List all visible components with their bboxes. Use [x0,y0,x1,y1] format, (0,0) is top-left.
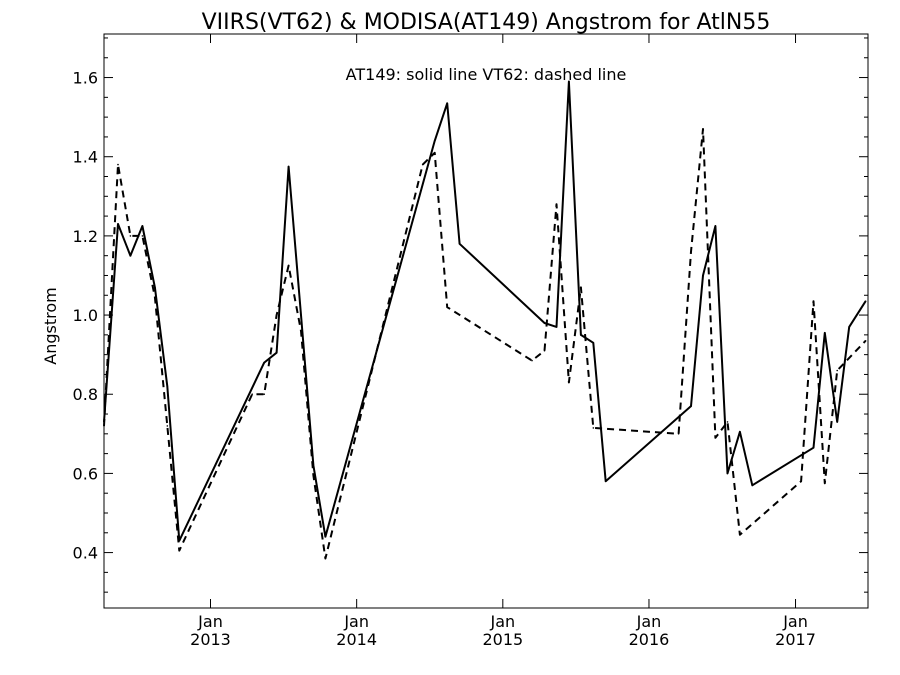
minor-ticks [104,37,868,593]
data-point [531,359,533,362]
series-line-vt62 [103,128,867,560]
data-point [714,437,717,439]
x-tick-label-year: 2017 [775,630,816,649]
data-point [726,472,729,475]
data-point [287,264,290,267]
y-axis-label: Angstrom [41,287,60,364]
data-point [677,433,680,435]
x-tick-label-month: Jan [343,612,369,631]
data-point [812,300,815,303]
data-point [864,340,867,342]
data-point [433,140,436,142]
data-point [580,286,582,289]
data-point [812,446,815,449]
data-point [312,474,315,477]
x-tick-label-month: Jan [197,612,223,631]
data-point [446,306,449,308]
data-point [324,557,327,560]
data-point [275,314,278,316]
data-point [568,381,570,384]
data-point [592,342,595,344]
x-tick-label-month: Jan [782,612,808,631]
data-point [129,254,132,257]
data-point [433,152,436,154]
data-point [690,250,692,253]
data-point [458,243,461,245]
data-point [592,427,595,429]
data-point [848,326,850,328]
data-point [714,225,717,227]
series-at149 [103,80,867,542]
data-point [702,274,704,277]
data-point [324,535,327,538]
legend-annotation: AT149: solid line VT62: dashed line [346,65,627,84]
x-tick-label-month: Jan [636,612,662,631]
data-point [836,421,838,423]
data-point [251,393,253,396]
data-point [263,393,266,396]
data-point [836,369,838,372]
data-point [263,361,266,364]
y-axis-ticks: 0.4 0.6 0.8 1.0 1.2 1.4 1.6 [73,69,868,563]
y-tick-label: 1.4 [73,148,98,167]
chart-title: VIIRS(VT62) & MODISA(AT149) Angstrom for… [202,10,771,35]
data-point [864,300,867,303]
y-tick-label: 0.6 [73,464,98,483]
x-tick-label-year: 2015 [482,630,523,649]
y-tick-label: 1.2 [73,227,98,246]
x-tick-label-year: 2014 [336,630,377,649]
data-point [275,351,278,354]
y-tick-label: 0.8 [73,385,98,404]
data-point [568,80,570,83]
data-point [178,549,181,552]
data-point [824,482,826,485]
x-tick-label-year: 2016 [629,630,670,649]
data-point [555,326,558,328]
data-point [446,102,449,105]
data-point [129,235,132,237]
data-point [141,235,144,237]
data-point [154,296,156,299]
data-point [739,431,741,433]
data-point [141,225,144,227]
data-point [117,163,119,166]
plot-frame [103,33,869,609]
data-point [300,314,302,316]
data-point [543,322,546,324]
series-line-at149 [103,80,867,542]
data-point [555,203,558,205]
data-point [726,421,729,423]
data-point [824,332,826,334]
data-point [287,165,290,168]
data-point [580,334,582,336]
data-point [154,286,156,289]
data-point [166,425,169,427]
series-layer [103,80,867,560]
x-tick-label-year: 2013 [190,630,231,649]
data-point [117,223,119,225]
data-point [604,480,607,483]
y-tick-label: 1.0 [73,306,98,325]
data-point [421,163,424,166]
data-point [739,534,741,536]
series-vt62 [103,128,867,560]
data-point [702,128,704,130]
data-point [103,425,105,427]
y-tick-label: 1.6 [73,69,98,88]
x-tick-label-month: Jan [489,612,515,631]
data-point [300,330,302,332]
data-point [800,480,802,483]
y-tick-label: 0.4 [73,544,98,563]
data-point [690,405,692,407]
data-point [543,349,546,352]
data-point [166,385,169,388]
data-point [751,484,754,487]
